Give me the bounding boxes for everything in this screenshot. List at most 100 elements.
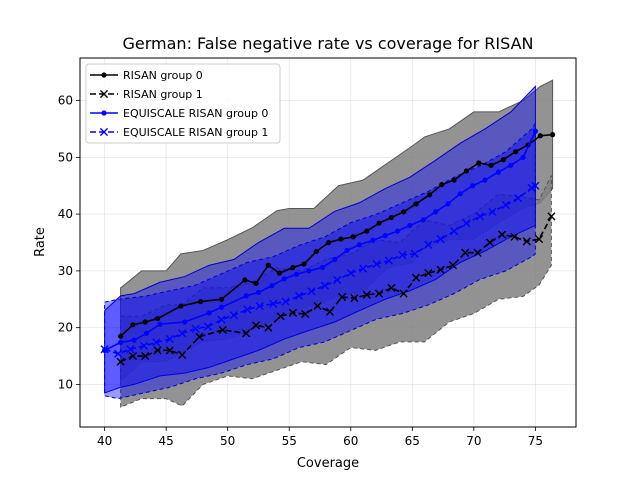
data-point [448, 261, 458, 270]
data-point [410, 249, 419, 258]
data-point [398, 250, 407, 260]
data-point-stroke [195, 332, 204, 341]
data-point [463, 168, 470, 174]
data-point [356, 242, 362, 248]
data-point-stroke [165, 346, 174, 355]
data-point [306, 268, 312, 274]
data-point [333, 275, 342, 285]
data-point-stroke [362, 290, 371, 299]
data-point-stroke [411, 273, 421, 282]
legend-marker [99, 127, 109, 137]
data-point [436, 265, 445, 274]
data-point-stroke [338, 292, 347, 302]
data-point [338, 236, 344, 242]
data-point [394, 228, 401, 234]
x-axis-label: Coverage [297, 456, 359, 471]
data-point-stroke [424, 240, 433, 249]
series-line [104, 185, 536, 355]
y-tick-label: 60 [58, 94, 73, 108]
legend-label: RISAN group 1 [123, 88, 203, 101]
x-tick-label: 50 [220, 434, 235, 448]
data-point-stroke [114, 349, 123, 358]
data-point [157, 321, 163, 327]
data-point [154, 315, 161, 322]
data-point-stroke [229, 311, 238, 320]
data-point [510, 232, 519, 241]
data-point [508, 162, 514, 168]
legend-entry-equiscale-risan-group-0: EQUISCALE RISAN group 0 [90, 107, 268, 120]
series-line [120, 216, 553, 363]
data-point [500, 157, 506, 163]
data-point [126, 345, 135, 354]
data-point [276, 270, 282, 276]
data-point [269, 283, 275, 289]
data-point [178, 329, 187, 338]
legend-entry-risan-group-0: RISAN group 0 [90, 69, 203, 82]
data-point-stroke [152, 338, 161, 347]
data-point-stroke [534, 234, 544, 244]
data-point [495, 169, 502, 175]
data-point-stroke [372, 259, 381, 269]
data-point [203, 322, 213, 331]
legend-entry-risan-group-1: RISAN group 1 [90, 88, 203, 101]
data-point [376, 220, 382, 226]
data-point-stroke [510, 232, 519, 241]
data-point [470, 183, 476, 189]
data-point [143, 330, 150, 336]
data-point-stroke [399, 289, 408, 298]
data-point [294, 291, 304, 300]
data-point [488, 207, 497, 216]
data-point-stroke [485, 238, 494, 247]
data-point [276, 312, 285, 321]
data-point [445, 201, 451, 207]
data-point [264, 323, 273, 332]
data-point-stroke [218, 325, 227, 335]
data-point [513, 149, 519, 155]
data-point [325, 307, 334, 316]
data-point [537, 133, 543, 139]
data-point [433, 209, 439, 215]
data-point [116, 357, 125, 366]
plot-frame [79, 57, 577, 428]
axis-layer: 40 45 50 55 60 65 70 75 10 20 30 40 50 60 [58, 94, 543, 448]
data-point [198, 298, 204, 305]
data-point [290, 264, 296, 271]
data-point [388, 214, 394, 221]
data-point [255, 289, 262, 296]
data-point [165, 346, 174, 355]
data-point [182, 319, 188, 325]
data-point-stroke [178, 329, 187, 338]
data-point-stroke [217, 315, 226, 324]
data-point [485, 238, 494, 247]
data-point-stroke [333, 275, 342, 285]
data-point [281, 297, 290, 306]
data-point [165, 334, 174, 344]
data-point [269, 299, 278, 308]
data-point [498, 230, 507, 239]
data-point [281, 276, 287, 282]
data-point [476, 160, 482, 166]
data-point-stroke [126, 345, 135, 354]
data-point [265, 262, 271, 268]
data-point [319, 264, 326, 271]
data-point [413, 201, 419, 207]
data-point [288, 308, 298, 317]
data-point [462, 219, 471, 228]
data-point [253, 280, 259, 286]
data-point [531, 181, 540, 190]
data-point [384, 256, 394, 265]
data-point-stroke [269, 299, 278, 308]
data-point [370, 237, 376, 243]
data-point [407, 222, 413, 229]
data-point-stroke [255, 301, 264, 311]
data-point [243, 305, 252, 314]
data-point [411, 273, 421, 282]
data-point-stroke [139, 341, 149, 350]
data-point [128, 351, 138, 361]
data-point-stroke [501, 200, 510, 210]
y-tick-label: 30 [58, 264, 73, 278]
data-point [100, 345, 109, 354]
legend-frame [85, 63, 281, 144]
data-point-stroke [128, 351, 138, 361]
